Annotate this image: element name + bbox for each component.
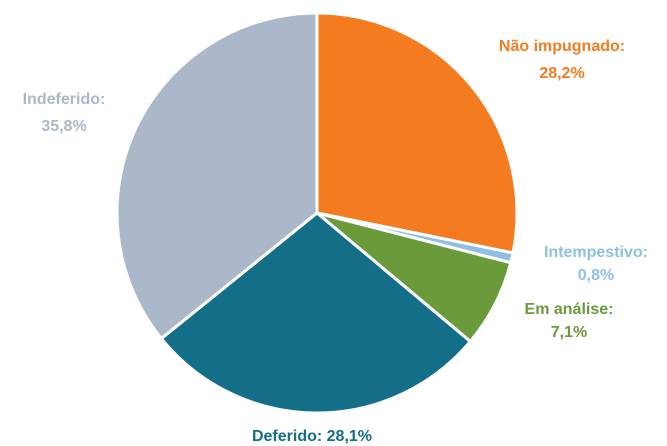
slice-value: 28,1%: [327, 428, 372, 445]
slice-value: 35,8%: [41, 118, 86, 135]
slice-value: 28,2%: [539, 65, 584, 82]
pie-slice: [159, 211, 473, 415]
slice-name: Intempestivo:: [544, 244, 648, 261]
slice-name: Indeferido:: [23, 91, 106, 108]
pie-slice: [115, 11, 319, 341]
slice-value: 7,1%: [551, 324, 587, 341]
slice-label: Deferido: 28,1%: [252, 428, 372, 445]
slice-value: 0,8%: [578, 267, 614, 284]
slice-name: Em análise:: [525, 301, 614, 318]
slice-name: Não impugnado:: [499, 38, 625, 55]
pie-slice: [315, 11, 519, 255]
slice-name: Deferido:: [252, 428, 322, 445]
